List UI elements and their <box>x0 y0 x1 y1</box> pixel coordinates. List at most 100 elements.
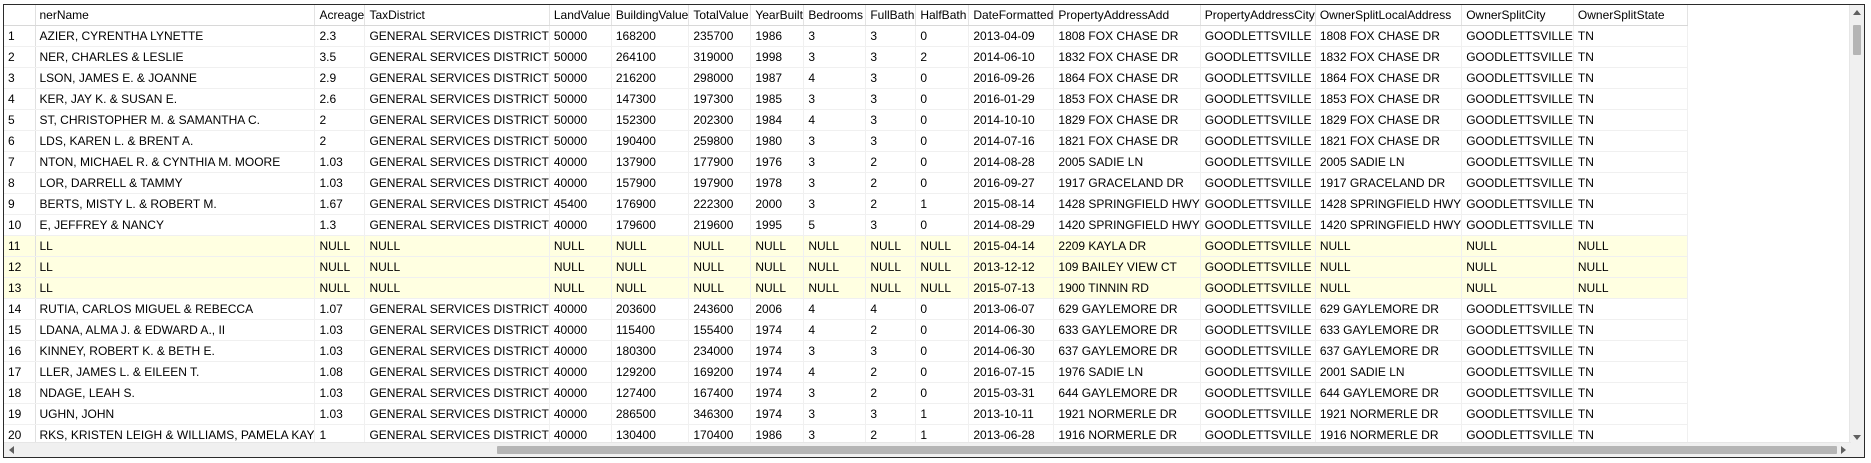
table-row[interactable]: 3 LSON, JAMES E. & JOANNE 2.9 GENERAL SERVI… <box>4 67 1688 89</box>
table-cell[interactable]: 1985 <box>750 88 805 110</box>
table-cell[interactable]: 2015-08-14 <box>968 193 1055 215</box>
table-cell[interactable]: GOODLETTSVILLE <box>1200 424 1316 445</box>
table-cell[interactable]: 1832 FOX CHASE DR <box>1315 46 1463 68</box>
table-cell[interactable]: NULL <box>611 256 690 278</box>
table-cell[interactable]: GOODLETTSVILLE <box>1461 193 1574 215</box>
table-cell[interactable]: 190400 <box>611 130 690 152</box>
table-cell[interactable]: 3 <box>803 130 867 152</box>
table-cell[interactable]: 1428 SPRINGFIELD HWY <box>1053 193 1201 215</box>
table-cell[interactable]: TN <box>1573 109 1688 131</box>
table-cell[interactable]: TN <box>1573 340 1688 362</box>
table-cell[interactable]: 0 <box>915 109 970 131</box>
table-cell[interactable]: 2016-07-15 <box>968 361 1055 383</box>
table-cell[interactable]: LDANA, ALMA J. & EDWARD A., II <box>35 319 316 341</box>
table-cell[interactable]: 45400 <box>549 193 612 215</box>
table-cell[interactable]: 0 <box>915 382 970 404</box>
table-cell[interactable]: 1974 <box>750 382 805 404</box>
table-cell[interactable]: 1 <box>915 193 970 215</box>
table-cell[interactable]: LL <box>35 256 316 278</box>
table-cell[interactable]: 2015-03-31 <box>968 382 1055 404</box>
table-cell[interactable]: 2209 KAYLA DR <box>1053 235 1201 257</box>
column-header[interactable]: HalfBath <box>915 5 970 26</box>
table-cell[interactable]: 1.3 <box>314 214 366 236</box>
table-row[interactable]: 14 RUTIA, CARLOS MIGUEL & REBECCA 1.07 GENE… <box>4 298 1688 320</box>
table-cell[interactable]: TN <box>1573 214 1688 236</box>
table-cell[interactable]: 170400 <box>688 424 752 445</box>
table-cell[interactable]: 2 <box>865 193 917 215</box>
table-cell[interactable]: NULL <box>549 256 612 278</box>
table-cell[interactable]: 2015-07-13 <box>968 277 1055 299</box>
table-cell[interactable]: GOODLETTSVILLE <box>1461 151 1574 173</box>
table-cell[interactable]: GOODLETTSVILLE <box>1200 46 1316 68</box>
table-cell[interactable]: 50000 <box>549 88 612 110</box>
row-number[interactable]: 13 <box>4 277 36 299</box>
table-cell[interactable]: 1808 FOX CHASE DR <box>1053 25 1201 47</box>
table-cell[interactable]: GENERAL SERVICES DISTRICT <box>364 46 550 68</box>
row-number[interactable]: 8 <box>4 172 36 194</box>
table-cell[interactable]: 3 <box>865 25 917 47</box>
column-header[interactable]: YearBuilt <box>750 5 805 26</box>
table-cell[interactable]: RKS, KRISTEN LEIGH & WILLIAMS, PAMELA KA… <box>35 424 316 445</box>
table-cell[interactable]: 0 <box>915 214 970 236</box>
table-cell[interactable]: NULL <box>1573 277 1688 299</box>
table-cell[interactable]: 1986 <box>750 25 805 47</box>
table-cell[interactable]: NDAGE, LEAH S. <box>35 382 316 404</box>
table-cell[interactable]: NULL <box>1461 256 1574 278</box>
table-cell[interactable]: 137900 <box>611 151 690 173</box>
table-cell[interactable]: TN <box>1573 67 1688 89</box>
table-cell[interactable]: 203600 <box>611 298 690 320</box>
table-cell[interactable]: GOODLETTSVILLE <box>1200 277 1316 299</box>
table-cell[interactable]: 4 <box>803 67 867 89</box>
table-cell[interactable]: GENERAL SERVICES DISTRICT <box>364 382 550 404</box>
table-cell[interactable]: 1984 <box>750 109 805 131</box>
table-cell[interactable]: 1974 <box>750 319 805 341</box>
row-number[interactable]: 9 <box>4 193 36 215</box>
table-cell[interactable]: GOODLETTSVILLE <box>1200 67 1316 89</box>
table-cell[interactable]: 2000 <box>750 193 805 215</box>
table-cell[interactable]: LL <box>35 277 316 299</box>
table-cell[interactable]: GOODLETTSVILLE <box>1461 214 1574 236</box>
table-cell[interactable]: NULL <box>1315 256 1463 278</box>
table-cell[interactable]: 1.67 <box>314 193 366 215</box>
table-cell[interactable]: 1916 NORMERLE DR <box>1315 424 1463 445</box>
table-cell[interactable]: 0 <box>915 130 970 152</box>
column-header[interactable]: DateFormatted <box>968 5 1055 26</box>
table-cell[interactable]: 4 <box>803 361 867 383</box>
table-cell[interactable]: AZIER, CYRENTHA LYNETTE <box>35 25 316 47</box>
table-cell[interactable]: 4 <box>803 298 867 320</box>
table-cell[interactable]: GOODLETTSVILLE <box>1200 193 1316 215</box>
table-cell[interactable]: GOODLETTSVILLE <box>1200 88 1316 110</box>
table-cell[interactable]: 1.03 <box>314 382 366 404</box>
table-cell[interactable]: 633 GAYLEMORE DR <box>1053 319 1201 341</box>
table-cell[interactable]: GOODLETTSVILLE <box>1200 361 1316 383</box>
row-number[interactable]: 4 <box>4 88 36 110</box>
table-cell[interactable]: NULL <box>1461 277 1574 299</box>
table-cell[interactable]: 2006 <box>750 298 805 320</box>
table-cell[interactable]: GOODLETTSVILLE <box>1461 424 1574 445</box>
table-cell[interactable]: 0 <box>915 319 970 341</box>
table-cell[interactable]: GOODLETTSVILLE <box>1461 403 1574 425</box>
table-cell[interactable]: NTON, MICHAEL R. & CYNTHIA M. MOORE <box>35 151 316 173</box>
row-number[interactable]: 7 <box>4 151 36 173</box>
table-cell[interactable]: 50000 <box>549 67 612 89</box>
table-cell[interactable]: KINNEY, ROBERT K. & BETH E. <box>35 340 316 362</box>
table-cell[interactable]: 157900 <box>611 172 690 194</box>
column-header[interactable]: FullBath <box>865 5 917 26</box>
table-cell[interactable]: NULL <box>611 277 690 299</box>
table-cell[interactable]: NULL <box>688 235 752 257</box>
table-cell[interactable]: NULL <box>803 277 867 299</box>
table-cell[interactable]: 1829 FOX CHASE DR <box>1315 109 1463 131</box>
table-cell[interactable]: 40000 <box>549 340 612 362</box>
table-cell[interactable]: 1976 <box>750 151 805 173</box>
table-cell[interactable]: NULL <box>865 235 917 257</box>
table-cell[interactable]: 115400 <box>611 319 690 341</box>
table-cell[interactable]: 168200 <box>611 25 690 47</box>
table-cell[interactable]: 222300 <box>688 193 752 215</box>
table-cell[interactable]: GOODLETTSVILLE <box>1200 214 1316 236</box>
row-number[interactable]: 16 <box>4 340 36 362</box>
table-cell[interactable]: 40000 <box>549 403 612 425</box>
table-row[interactable]: 20 RKS, KRISTEN LEIGH & WILLIAMS, PAMELA … <box>4 424 1688 445</box>
table-cell[interactable]: TN <box>1573 298 1688 320</box>
table-cell[interactable]: 1420 SPRINGFIELD HWY <box>1315 214 1463 236</box>
table-cell[interactable]: 629 GAYLEMORE DR <box>1315 298 1463 320</box>
